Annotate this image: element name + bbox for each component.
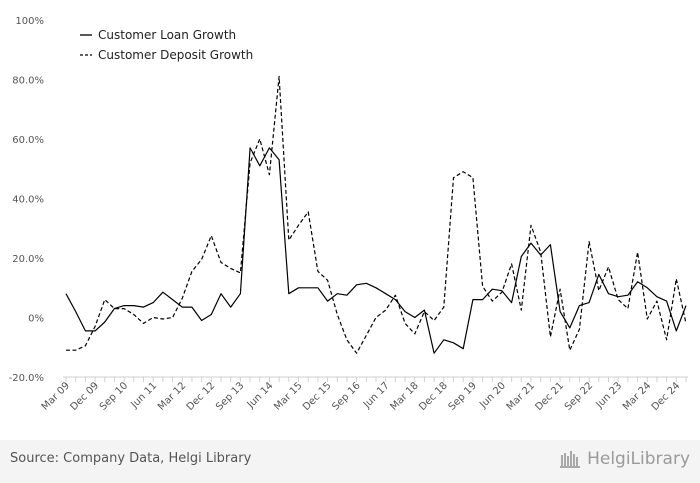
y-tick-label: 100% — [15, 16, 44, 27]
x-tick-label: Jun 14 — [245, 380, 276, 411]
y-tick-label: 40.0% — [12, 195, 44, 206]
y-axis: -20.0% 0% 20.0% 40.0% 60.0% 80.0% 100% — [9, 16, 44, 384]
x-tick-label: Mar 21 — [505, 380, 537, 412]
series-layer — [65, 75, 687, 354]
line-chart: -20.0%0%20.0%40.0%60.0%80.0%100% Mar 09D… — [9, 16, 688, 413]
y-tick-label: 0% — [28, 314, 44, 325]
brand: HelgiLibrary — [560, 449, 690, 469]
legend-label-loan: Customer Loan Growth — [98, 28, 236, 42]
x-tick-label: Mar 15 — [272, 380, 304, 412]
series-line-customer-deposit-growth — [66, 75, 687, 354]
brand-name: HelgiLibrary — [587, 449, 690, 469]
x-tick-label: Sep 13 — [214, 380, 246, 412]
x-tick-label: Jun 17 — [361, 380, 392, 411]
x-tick-label: Mar 24 — [621, 380, 653, 412]
y-tick-label: 80.0% — [12, 76, 44, 87]
x-tick-label: Mar 12 — [156, 380, 188, 412]
legend: Customer Loan Growth Customer Deposit Gr… — [80, 28, 253, 62]
x-tick-label: Sep 16 — [330, 380, 362, 412]
x-tick-label: Mar 09 — [40, 380, 72, 412]
y-tick-label: 20.0% — [12, 254, 44, 265]
x-tick-label: Dec 21 — [533, 380, 566, 413]
x-tick-label: Dec 09 — [68, 380, 101, 413]
x-tick-label: Sep 22 — [563, 380, 595, 412]
x-tick-label: Dec 18 — [417, 380, 450, 413]
x-tick-label: Jun 23 — [594, 380, 625, 411]
legend-label-deposit: Customer Deposit Growth — [98, 48, 253, 62]
y-tick-label: -20.0% — [9, 373, 44, 384]
x-tick-label: Dec 15 — [301, 380, 334, 413]
x-tick-label: Dec 12 — [185, 380, 218, 413]
x-tick-label: Jun 11 — [129, 380, 160, 411]
x-tick-label: Dec 24 — [650, 380, 683, 413]
x-tick-label: Sep 10 — [98, 380, 130, 412]
x-tick-label: Jun 20 — [477, 380, 508, 411]
y-tick-label: 60.0% — [12, 135, 44, 146]
x-tick-label: Sep 19 — [447, 380, 479, 412]
source-text: Source: Company Data, Helgi Library — [10, 451, 252, 466]
series-line-customer-loan-growth — [65, 147, 687, 354]
x-tick-label: Mar 18 — [388, 380, 420, 412]
footer: Source: Company Data, Helgi Library Helg… — [0, 440, 700, 483]
library-logo-icon — [560, 451, 581, 468]
